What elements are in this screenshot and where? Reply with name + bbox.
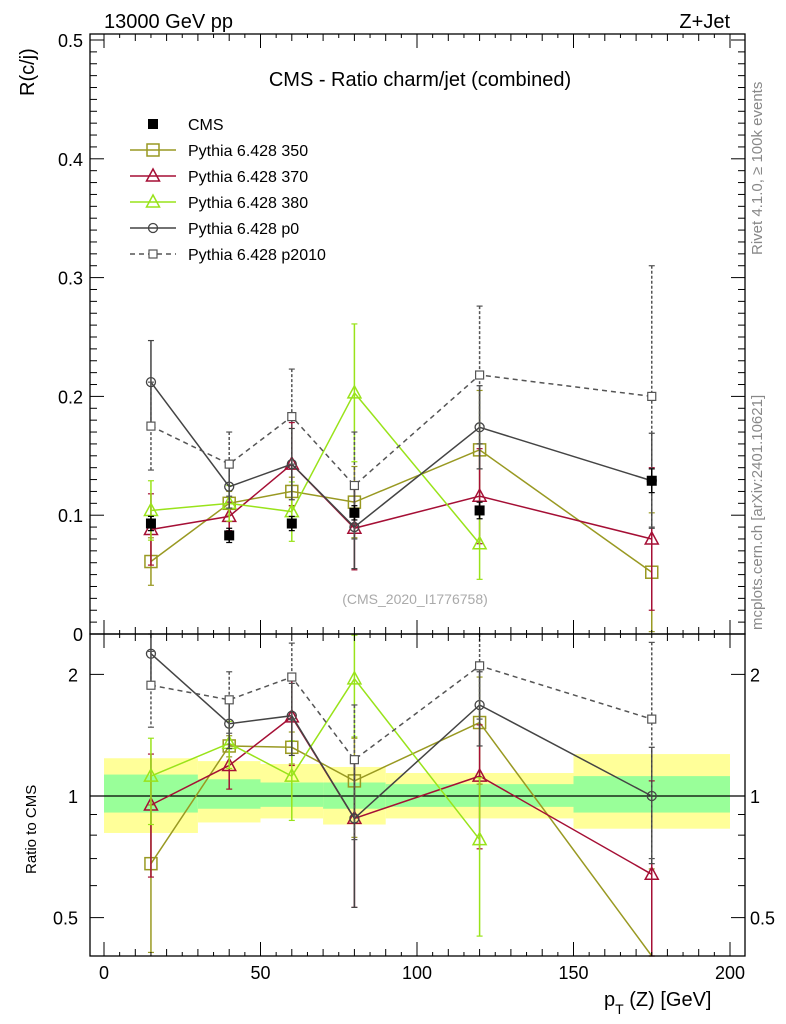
main-point [346,384,363,399]
main-series-pythia-6-428-380 [143,323,488,580]
main-point [647,391,657,401]
legend-entry: Pythia 6.428 370 [130,167,308,186]
legend-label: Pythia 6.428 p0 [188,221,299,238]
y-tick-label: 0.1 [58,506,83,526]
chart-title: CMS - Ratio charm/jet (combined) [269,69,571,91]
main-series-cms [145,468,657,544]
legend-marker [148,119,158,129]
y-tick-label: 0.4 [58,150,83,170]
ratio-point [287,672,297,682]
y-tick-label: 0.2 [58,387,83,407]
legend-marker [145,167,161,182]
y-tick-label: 0 [73,625,83,645]
ratio-y-tick-label: 2 [68,665,78,685]
ratio-point [346,670,363,685]
ratio-point [349,755,359,765]
legend-label: Pythia 6.428 370 [188,169,308,186]
main-point [224,459,234,469]
analysis-label: (CMS_2020_I1776758) [342,591,488,607]
main-series-pythia-6-428-p0 [145,339,657,570]
main-line [150,374,652,487]
ratio-point [647,714,657,724]
data-marks [143,265,660,957]
main-point [646,475,657,486]
mcplots-label: mcplots.cern.ch [arXiv:2401.10621] [749,395,766,630]
main-point [475,370,485,380]
legend-label: Pythia 6.428 350 [188,143,308,160]
legend-marker [146,143,160,157]
ratio-point [471,831,488,846]
x-tick-label: 150 [558,963,588,983]
main-point [349,507,360,518]
ratio-point [221,756,237,772]
ratio-y-tick-label-right: 0.5 [750,909,775,929]
axes: 0 50 100 150 200 0 0.1 0.2 0.3 0.4 0.5 0.5 0.5 1 1 2 2 [53,31,775,983]
x-tick-label: 100 [402,963,432,983]
ratio-y-tick-label-right: 1 [750,787,760,807]
ratio-series-pythia-6-428-p2010 [146,633,657,860]
ratio-line [150,653,653,820]
legend-entry: Pythia 6.428 p2010 [130,247,326,264]
main-point [146,421,156,431]
x-tick-label: 0 [99,963,109,983]
main-point [287,411,297,422]
y-tick-label: 0.3 [58,269,83,289]
main-point [224,530,235,541]
main-point [643,530,660,545]
main-point [143,501,159,517]
ratio-y-tick-label-right: 2 [750,665,760,685]
ratio-y-tick-label: 0.5 [53,909,78,929]
main-point [349,480,359,491]
y-axis-label-ratio: Ratio to CMS [23,785,40,874]
ratio-point [143,767,159,782]
main-point [474,505,485,516]
x-tick-label: 200 [715,963,745,983]
main-series-pythia-6-428-370 [143,421,660,611]
header-left: 13000 GeV pp [104,11,233,33]
main-line [150,381,652,529]
ratio-point [146,680,156,690]
legend-entry: Pythia 6.428 350 [130,143,308,160]
legend-marker [145,193,161,208]
main-point [145,518,156,529]
ratio-point [646,790,657,802]
ratio-line [150,664,652,761]
rivet-label: Rivet 4.1.0, ≥ 100k events [749,82,766,255]
legend-label: CMS [188,117,224,134]
y-axis-label-main: R(c/j) [17,48,39,96]
legend-marker [147,222,159,234]
legend-label: Pythia 6.428 380 [188,195,308,212]
ratio-series-pythia-6-428-p0 [145,633,657,908]
main-series-pythia-6-428-p2010 [146,265,657,540]
legend-entry: Pythia 6.428 380 [130,193,308,212]
ratio-y-tick-label: 1 [68,787,78,807]
legend-entry: CMS [148,117,224,134]
x-axis-label: pT (Z) [GeV] [604,989,711,1017]
y-tick-label: 0.5 [58,31,83,51]
main-point [145,376,157,388]
ratio-point [284,767,300,782]
main-point [471,535,488,550]
ratio-line [150,721,653,957]
main-point [286,518,297,529]
header-right: Z+Jet [679,11,730,33]
ratio-point [475,661,485,671]
main-point [471,487,488,502]
ratio-point [224,695,234,705]
legend-entry: Pythia 6.428 p0 [130,221,299,238]
legend-marker [148,249,158,259]
legend-label: Pythia 6.428 p2010 [188,247,326,264]
ratio-point [286,710,297,721]
x-tick-label: 50 [250,963,270,983]
legend: CMS Pythia 6.428 350 Pythia 6.428 370 Pythi… [130,117,326,264]
ratio-point [643,865,660,881]
